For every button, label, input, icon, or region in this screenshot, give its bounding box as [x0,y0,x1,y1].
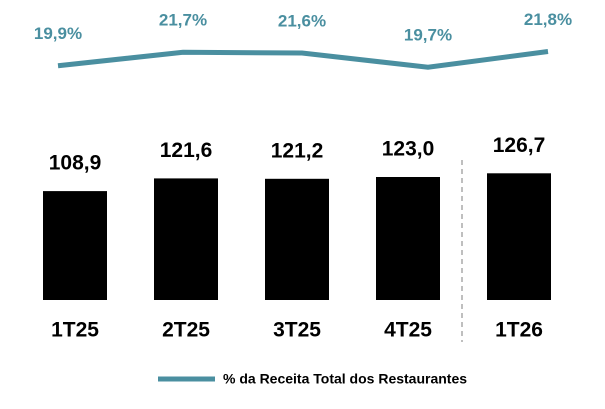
bar [376,177,440,300]
line-value-label: 21,6% [278,11,326,30]
bar [487,173,551,300]
x-tick-label: 2T25 [162,319,210,342]
bar-value-label: 121,6 [160,139,213,162]
x-tick-label: 1T25 [51,319,99,342]
bar-value-label: 121,2 [271,139,324,162]
line [57,49,549,70]
line-value-label: 21,8% [524,10,572,29]
bar-value-label: 126,7 [493,134,546,157]
bar-value-label: 123,0 [382,138,435,161]
x-tick-label: 1T26 [495,319,543,342]
x-tick-label: 3T25 [273,319,321,342]
bar-value-label: 108,9 [49,152,102,175]
bar [154,178,218,300]
line-value-label: 19,7% [404,26,452,45]
bar [43,191,107,300]
line-value-label: 19,9% [34,24,82,43]
bar [265,178,329,300]
legend-label: % da Receita Total dos Restaurantes [223,371,467,387]
line-value-label: 21,7% [159,11,207,30]
x-tick-label: 4T25 [384,319,432,342]
